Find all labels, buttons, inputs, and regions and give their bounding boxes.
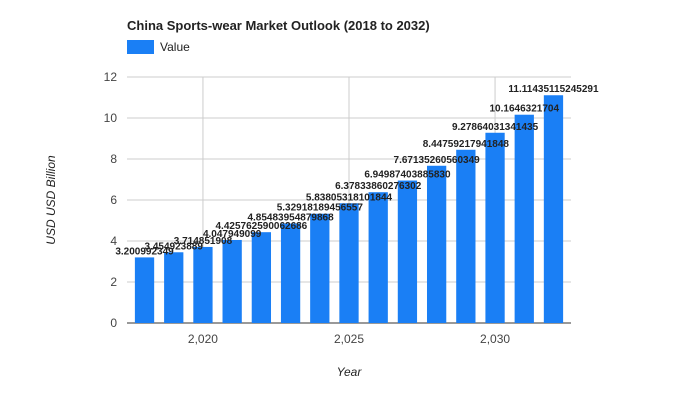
y-tick-label: 12	[104, 70, 118, 84]
data-label: 11.11435115245291	[508, 84, 599, 95]
x-tick-label: 2,030	[480, 332, 510, 346]
bar	[368, 192, 388, 323]
y-tick-label: 2	[110, 275, 117, 289]
legend: Value	[127, 40, 190, 54]
bar	[456, 149, 476, 323]
y-tick-label: 6	[110, 193, 117, 207]
bar	[134, 257, 155, 323]
y-tick-label: 0	[110, 316, 117, 330]
bar	[339, 203, 359, 323]
y-axis-title: USD USD Billion	[44, 155, 58, 245]
bar	[251, 232, 272, 323]
data-label: 9.27864031341435	[452, 122, 539, 133]
bar	[164, 252, 184, 323]
data-label: 4.85483954879868	[247, 213, 334, 224]
data-label: 3.714851908	[174, 236, 233, 247]
data-label: 7.67135260560349	[394, 155, 481, 166]
data-label: 5.32918189456557	[277, 203, 364, 214]
data-label: 3.200992349	[115, 246, 174, 257]
bar	[280, 223, 301, 323]
x-axis-title: Year	[337, 365, 363, 379]
x-tick-label: 2,025	[334, 332, 364, 346]
y-tick-label: 8	[110, 152, 117, 166]
data-label: 6.37833860276302	[335, 181, 422, 192]
data-label: 3.454923889	[145, 241, 204, 252]
bar	[397, 180, 418, 323]
bar	[543, 95, 564, 324]
bar	[193, 246, 213, 323]
y-tick-label: 4	[110, 234, 117, 248]
data-label: 4.425762590062686	[215, 221, 307, 232]
bar	[426, 165, 447, 323]
legend-label: Value	[160, 40, 190, 54]
data-label: 10.1646321704	[489, 104, 559, 115]
data-label: 5.83805318101844	[306, 192, 393, 203]
x-tick-label: 2,020	[188, 332, 218, 346]
y-tick-label: 10	[104, 111, 118, 125]
legend-swatch	[127, 40, 154, 54]
bar	[310, 213, 330, 323]
data-label: 8.44759217941848	[423, 139, 510, 150]
chart-title: China Sports-wear Market Outlook (2018 t…	[127, 18, 430, 33]
bar	[485, 132, 505, 323]
data-label: 4.047949099	[203, 229, 262, 240]
bar	[514, 114, 534, 323]
bar	[222, 239, 242, 323]
data-label: 6.94987403885830	[364, 170, 451, 181]
